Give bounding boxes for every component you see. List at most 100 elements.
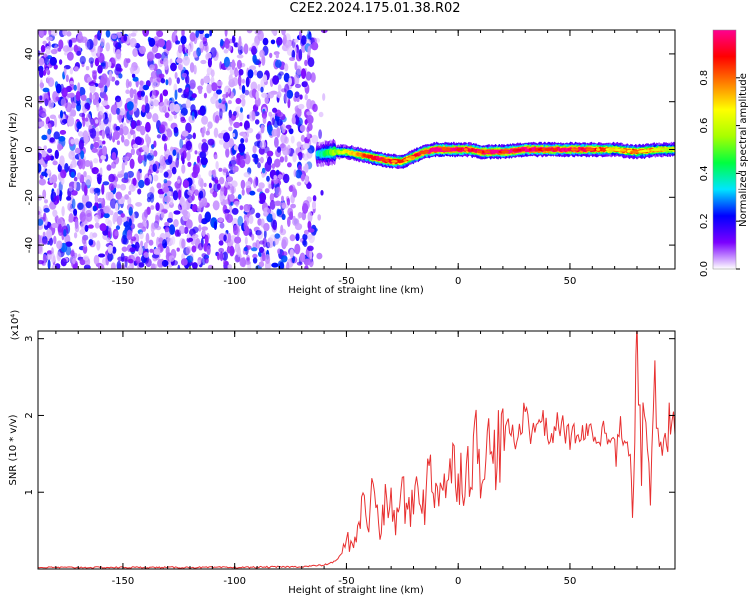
noise-blob bbox=[42, 189, 47, 200]
noise-blob bbox=[298, 103, 305, 110]
noise-blob bbox=[146, 111, 152, 120]
noise-blob bbox=[137, 222, 144, 229]
noise-blob bbox=[288, 185, 294, 193]
noise-blob bbox=[82, 244, 88, 254]
noise-blob bbox=[203, 41, 208, 47]
noise-blob bbox=[309, 250, 313, 260]
noise-blob bbox=[181, 72, 188, 78]
noise-blob bbox=[240, 179, 246, 190]
noise-blob bbox=[255, 230, 262, 236]
noise-blob bbox=[256, 188, 263, 193]
noise-blob bbox=[182, 55, 190, 66]
noise-blob bbox=[205, 130, 210, 136]
noise-blob bbox=[299, 252, 306, 263]
colorbar-tick-label: 0.4 bbox=[699, 165, 710, 181]
signal-peak bbox=[408, 155, 416, 159]
noise-blob bbox=[70, 171, 75, 178]
noise-blob bbox=[288, 77, 292, 86]
noise-blob bbox=[199, 105, 206, 116]
noise-blob bbox=[312, 195, 317, 202]
noise-blob bbox=[118, 108, 126, 116]
noise-blob bbox=[262, 37, 269, 46]
noise-blob bbox=[132, 177, 137, 186]
noise-blob bbox=[140, 90, 145, 97]
noise-blob bbox=[135, 120, 142, 127]
noise-blob bbox=[223, 141, 230, 150]
noise-blob bbox=[54, 117, 57, 128]
noise-blob bbox=[261, 110, 267, 119]
noise-blob bbox=[270, 39, 276, 45]
noise-blob bbox=[230, 156, 237, 166]
noise-blob bbox=[258, 182, 265, 189]
noise-blob bbox=[306, 182, 312, 190]
noise-blob bbox=[301, 81, 308, 88]
noise-blob bbox=[267, 124, 273, 134]
noise-blob bbox=[231, 207, 239, 215]
noise-blob bbox=[209, 30, 213, 37]
noise-blob bbox=[40, 45, 46, 53]
snr-y-multiplier: (x10⁴) bbox=[10, 310, 21, 341]
noise-blob bbox=[178, 44, 183, 54]
noise-blob bbox=[266, 150, 274, 157]
noise-blob bbox=[88, 81, 96, 87]
noise-blob bbox=[255, 176, 259, 187]
noise-blob bbox=[165, 40, 172, 51]
noise-blob bbox=[91, 94, 96, 100]
noise-blob bbox=[152, 113, 159, 123]
noise-blob bbox=[49, 114, 57, 120]
noise-blob bbox=[153, 150, 158, 157]
noise-blob bbox=[111, 34, 118, 40]
noise-blob bbox=[49, 56, 57, 66]
noise-blob bbox=[245, 151, 250, 160]
noise-blob bbox=[86, 39, 94, 50]
noise-blob bbox=[129, 158, 135, 169]
noise-blob bbox=[53, 195, 59, 205]
noise-blob bbox=[142, 145, 148, 151]
noise-blob bbox=[239, 155, 245, 162]
noise-blob bbox=[77, 131, 84, 137]
noise-blob bbox=[51, 174, 58, 184]
noise-blob bbox=[261, 252, 266, 262]
noise-blob bbox=[137, 188, 142, 195]
noise-blob bbox=[66, 31, 72, 37]
noise-blob bbox=[84, 117, 89, 122]
noise-blob bbox=[305, 71, 312, 81]
noise-blob bbox=[211, 170, 215, 175]
noise-blob bbox=[66, 196, 72, 201]
noise-blob bbox=[155, 214, 160, 225]
noise-blob bbox=[106, 133, 111, 139]
noise-blob bbox=[107, 244, 113, 254]
noise-blob bbox=[43, 145, 47, 150]
noise-blob bbox=[226, 213, 233, 223]
noise-blob bbox=[296, 141, 302, 148]
noise-blob bbox=[115, 63, 122, 72]
noise-blob bbox=[155, 202, 160, 212]
heatmap-x-axis: -150 -100 -50 0 50 bbox=[55, 30, 660, 287]
noise-blob bbox=[144, 177, 151, 186]
noise-blob bbox=[304, 265, 309, 269]
noise-blob bbox=[47, 148, 53, 154]
noise-blob bbox=[64, 163, 69, 173]
noise-blob bbox=[105, 30, 111, 38]
noise-blob bbox=[286, 261, 290, 269]
y-tick-label: 20 bbox=[24, 95, 35, 108]
noise-blob bbox=[68, 150, 75, 160]
y-tick-label: -40 bbox=[24, 237, 35, 253]
noise-blob bbox=[102, 181, 110, 186]
noise-blob bbox=[159, 194, 164, 199]
noise-blob bbox=[306, 114, 314, 125]
noise-blob bbox=[300, 173, 305, 182]
heatmap-xlabel: Height of straight line (km) bbox=[288, 285, 424, 296]
noise-blob bbox=[151, 77, 157, 89]
noise-blob bbox=[123, 34, 127, 42]
noise-blob bbox=[296, 181, 302, 186]
noise-blob bbox=[79, 112, 86, 117]
noise-blob bbox=[243, 120, 250, 131]
noise-blob bbox=[81, 236, 87, 245]
signal-peak bbox=[424, 150, 429, 153]
noise-blob bbox=[293, 74, 300, 86]
noise-blob bbox=[207, 138, 215, 146]
noise-blob bbox=[278, 71, 284, 76]
noise-blob bbox=[245, 181, 252, 189]
noise-blob bbox=[239, 159, 246, 169]
